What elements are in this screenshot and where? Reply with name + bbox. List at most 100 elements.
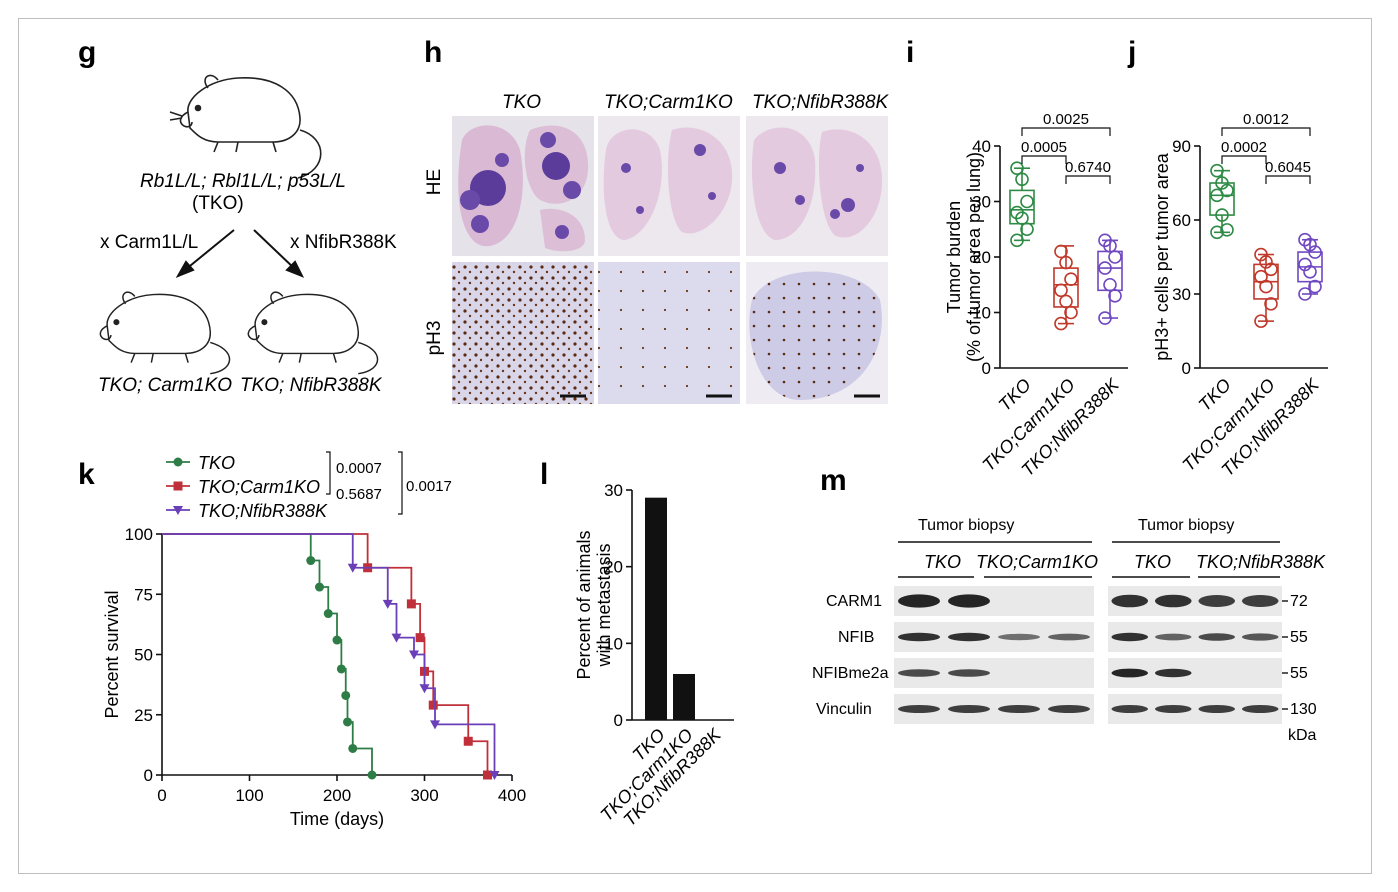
blot-band <box>948 632 990 642</box>
x-tick-label: 200 <box>323 786 351 805</box>
y-tick-label: 20 <box>972 248 991 267</box>
data-point <box>1210 163 1224 178</box>
blot-protein-vinculin: Vinculin <box>816 701 872 718</box>
data-point <box>1264 297 1278 311</box>
pvalue-label: 0.0007 <box>336 460 382 477</box>
panel-g: g Rb1L/L; Rbl1L/L; p53L/L (TKO) x Carm1L… <box>78 36 397 396</box>
chart-k-survival: 0 25 50 75 100 0 100 200 300 400 Time (days) Percen… <box>102 451 526 829</box>
y-tick-label: 0 <box>614 711 623 730</box>
survival-marker <box>489 771 500 780</box>
blot-band <box>948 705 990 713</box>
survival-line <box>162 533 496 775</box>
pvalue-bracket <box>1021 127 1111 136</box>
panel-label-k: k <box>78 458 95 491</box>
blot-band <box>898 594 940 608</box>
pvalue-bracket <box>326 451 331 495</box>
data-point <box>1215 176 1229 190</box>
data-point <box>1308 245 1322 259</box>
survival-marker <box>409 650 419 660</box>
data-point <box>1264 262 1278 277</box>
data-point <box>1054 283 1068 298</box>
survival-marker <box>341 690 351 700</box>
histo-row-he: HE <box>424 169 445 195</box>
y-tick-label: 60 <box>1172 211 1191 230</box>
blot-band <box>1241 705 1279 713</box>
blot-band <box>1241 633 1279 641</box>
data-point <box>1108 250 1122 264</box>
blot-band <box>998 705 1040 713</box>
data-point <box>1298 287 1312 301</box>
he-image-tko <box>452 116 594 256</box>
blot-marker-55-a: 55 <box>1290 629 1308 646</box>
ph3-image-nfib <box>746 262 888 404</box>
y-tick-label: 50 <box>134 646 153 665</box>
blot-band <box>1111 632 1149 642</box>
ph3-image-carm1 <box>598 262 740 404</box>
bar <box>645 497 667 720</box>
y-axis-label-line2: with metastasis <box>594 543 614 667</box>
survival-marker <box>463 736 473 746</box>
y-tick-label: 100 <box>125 525 153 544</box>
blot-strips <box>894 586 1288 724</box>
survival-marker <box>406 599 416 609</box>
blot-band <box>948 594 990 608</box>
data-point <box>1020 194 1034 209</box>
data-point <box>1298 257 1312 272</box>
blot-band <box>1048 633 1090 641</box>
blot-marker-55-b: 55 <box>1290 665 1308 682</box>
survival-marker <box>382 599 393 609</box>
y-tick-label: 10 <box>604 634 623 653</box>
blot-right-geno-2: TKO;NfibR388K <box>1196 552 1326 572</box>
pvalue-label: 0.6045 <box>1265 159 1311 176</box>
cross-arrows <box>175 229 305 278</box>
data-point <box>1020 222 1034 237</box>
pvalue-bracket <box>1065 175 1111 184</box>
y-tick-label: 20 <box>604 558 623 577</box>
survival-marker <box>315 582 324 592</box>
blot-group-left-title: Tumor biopsy <box>918 517 1014 534</box>
x-axis-label: Time (days) <box>290 809 384 829</box>
legend-label: TKO;Carm1KO <box>198 477 320 497</box>
survival-marker <box>367 770 377 780</box>
blot-band <box>1198 595 1236 607</box>
blot-left-geno-1: TKO <box>924 552 961 572</box>
x-tick-label: TKO <box>995 375 1035 415</box>
data-point <box>1254 247 1268 262</box>
survival-marker <box>415 633 425 643</box>
blot-band <box>1111 705 1149 713</box>
survival-marker <box>336 664 346 674</box>
data-point <box>1210 225 1224 240</box>
he-image-nfib <box>746 116 888 256</box>
parent-strain-label: Rb1L/L; Rbl1L/L; p53L/L <box>140 171 346 192</box>
he-image-carm1 <box>598 116 740 256</box>
cross-right-label: x NfibR388K <box>290 232 397 253</box>
blot-marker-130: 130 <box>1290 701 1317 718</box>
data-point <box>1215 208 1229 222</box>
blot-unit-kda: kDa <box>1288 727 1317 744</box>
blot-band <box>1111 668 1149 678</box>
data-point <box>1220 223 1234 237</box>
pvalue-bracket <box>1221 155 1267 164</box>
data-point <box>1064 305 1078 320</box>
panel-label-h: h <box>424 36 442 69</box>
y-tick-label: 30 <box>972 193 991 212</box>
pvalue-label: 0.0017 <box>406 478 452 495</box>
histo-row-ph3: pH3 <box>424 321 445 356</box>
histo-col-tko: TKO <box>502 92 541 113</box>
parent-strain-name: (TKO) <box>192 193 244 214</box>
y-axis-label: pH3+ cells per tumor area <box>1152 152 1172 361</box>
bar <box>673 674 695 720</box>
data-point <box>1054 244 1068 259</box>
y-axis-label-line2: (% of tumor area per lung) <box>964 152 984 362</box>
survival-marker <box>430 720 440 730</box>
data-point <box>1103 239 1117 253</box>
data-point <box>1015 172 1029 187</box>
data-point <box>1098 261 1112 275</box>
blot-band <box>1154 594 1192 608</box>
data-point <box>1308 279 1322 294</box>
blot-band <box>1154 668 1192 678</box>
data-point <box>1010 161 1024 175</box>
panel-label-i: i <box>906 36 914 69</box>
